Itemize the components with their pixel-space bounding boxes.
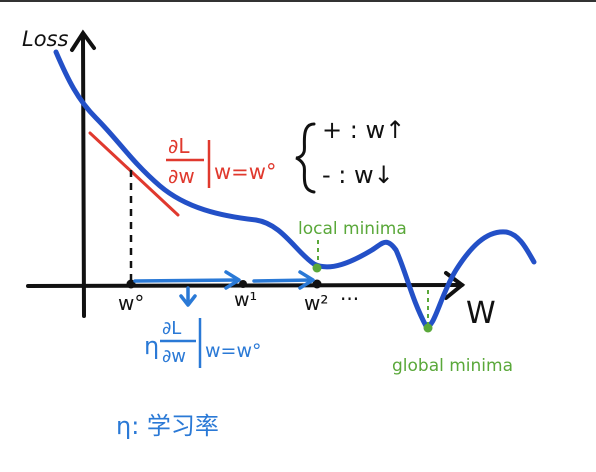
step-denominator: ∂w bbox=[162, 346, 186, 367]
step-arrow-2 bbox=[252, 278, 314, 283]
derivative-denominator: ∂w bbox=[168, 164, 195, 188]
step-arrow-2-head bbox=[298, 270, 315, 290]
w0-label: w° bbox=[118, 291, 144, 315]
w2-label: w² bbox=[304, 291, 328, 315]
step-arrow-1-head bbox=[224, 270, 241, 290]
w0-point bbox=[126, 279, 136, 289]
w1-label: w¹ bbox=[234, 289, 257, 311]
step-arrow-1 bbox=[133, 278, 240, 283]
step-arrows bbox=[133, 270, 315, 307]
tangent-line bbox=[88, 131, 180, 217]
eta-definition: η: 学习率 bbox=[116, 412, 219, 440]
sign-rule: + : w↑ - : w↓ bbox=[295, 116, 405, 194]
w2-point bbox=[312, 279, 322, 289]
step-eval-point: w=w° bbox=[205, 340, 262, 362]
local-minima-point bbox=[312, 263, 322, 273]
continuation-dots: ··· bbox=[340, 287, 359, 311]
y-axis bbox=[81, 34, 86, 318]
x-axis-label: W bbox=[466, 296, 496, 331]
step-numerator: ∂L bbox=[162, 318, 181, 339]
derivative-eval-point: w=w° bbox=[214, 160, 276, 184]
step-down-arrow-head bbox=[179, 294, 197, 307]
rule-negative: - : w↓ bbox=[322, 161, 394, 189]
y-axis-arrowhead bbox=[70, 29, 96, 52]
derivative-numerator: ∂L bbox=[168, 134, 190, 158]
global-minima-label: global minima bbox=[392, 356, 513, 376]
y-axis-label: Loss bbox=[22, 27, 68, 51]
w1-point bbox=[239, 280, 247, 288]
curly-brace bbox=[295, 122, 316, 194]
loss-curve bbox=[53, 49, 537, 329]
derivative-annotation: ∂L ∂w w=w° bbox=[166, 134, 276, 188]
local-minima-label: local minima bbox=[298, 219, 407, 239]
step-size-annotation: η ∂L ∂w w=w° bbox=[144, 318, 262, 368]
global-minima-point bbox=[423, 323, 433, 333]
step-eta: η bbox=[144, 332, 159, 360]
rule-positive: + : w↑ bbox=[322, 116, 405, 144]
